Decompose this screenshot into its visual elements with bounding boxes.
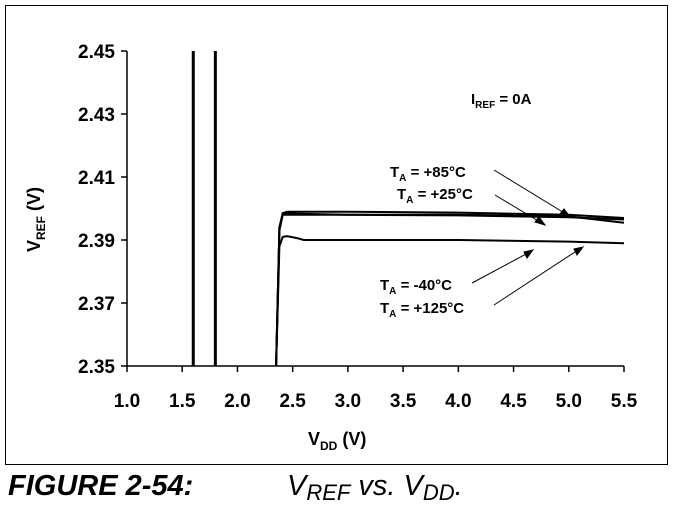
condition-label: IREF = 0A	[471, 91, 532, 111]
y-tick-label: 2.35	[78, 357, 115, 378]
y-axis-label: VREF (V)	[24, 187, 48, 252]
series-line-2	[275, 235, 625, 367]
y-tick-label: 2.41	[78, 168, 115, 189]
chart-frame	[5, 5, 668, 465]
x-tick-label: 4.5	[500, 391, 527, 412]
y-tick-label: 2.43	[78, 105, 115, 126]
figure-title: VREF vs. VDD.	[287, 470, 463, 505]
x-tick-label: 5.0	[556, 391, 582, 412]
y-tick-label: 2.39	[78, 231, 115, 252]
x-tick-label: 4.0	[445, 391, 471, 412]
arrowhead-minus40c	[523, 249, 535, 259]
leader-85c	[493, 169, 567, 215]
series-line-3	[275, 213, 625, 367]
x-tick-label: 1.0	[114, 391, 140, 412]
arrowhead-25c	[534, 216, 547, 226]
x-tick-label: 1.5	[169, 391, 196, 412]
y-tick-label: 2.37	[78, 294, 115, 315]
x-tick-label: 3.5	[390, 391, 417, 412]
x-tick-label: 2.5	[279, 391, 306, 412]
annotation-25c: TA = +25°C	[397, 186, 473, 206]
x-tick-label: 2.0	[224, 391, 250, 412]
x-tick-label: 3.0	[335, 391, 361, 412]
annotation-125c: TA = +125°C	[380, 300, 464, 320]
annotation-minus40c: TA = -40°C	[380, 277, 452, 297]
chart: 2.35 2.37 2.39 2.41 2.43 2.45 1.0 1.5 2.0 2.5 3.0 3…	[24, 42, 638, 453]
x-tick-label: 5.5	[611, 391, 638, 412]
leader-125c	[493, 249, 579, 306]
figure-label: FIGURE 2-54:	[8, 470, 194, 502]
figure-caption: FIGURE 2-54: VREF vs. VDD.	[8, 468, 678, 508]
y-tick-label: 2.45	[78, 42, 115, 63]
x-axis-label: VDD (V)	[308, 429, 366, 453]
annotation-85c: TA = +85°C	[390, 164, 466, 184]
arrowhead-85c	[559, 208, 572, 218]
arrowhead-125c	[573, 246, 585, 256]
leader-25c	[494, 194, 541, 223]
leader-minus40c	[471, 252, 529, 284]
